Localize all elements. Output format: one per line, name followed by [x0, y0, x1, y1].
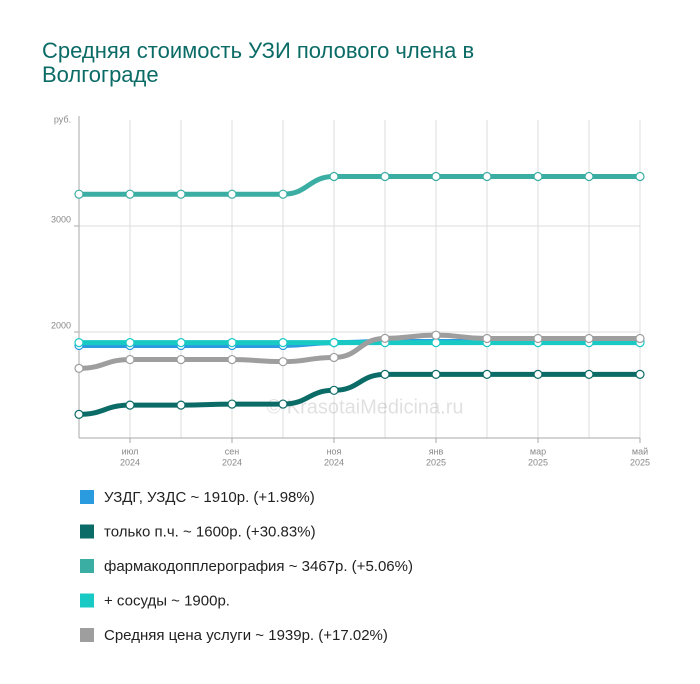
- x-tick-label: 2024: [324, 457, 344, 467]
- y-unit: руб.: [54, 114, 71, 124]
- point: [431, 369, 441, 379]
- legend-label: только п.ч. ~ 1600р. (+30.83%): [104, 523, 316, 540]
- series-line: [76, 173, 643, 197]
- point: [125, 400, 135, 410]
- point: [227, 338, 237, 348]
- legend-swatch: [80, 559, 94, 573]
- x-tick-label: мар: [530, 446, 546, 456]
- watermark: © KrasotaiMedicina.ru: [266, 396, 463, 418]
- point: [533, 171, 543, 182]
- point: [329, 385, 339, 395]
- point: [635, 171, 645, 182]
- point: [74, 363, 84, 373]
- chart-title: Волгограде: [42, 62, 159, 87]
- point: [227, 354, 237, 365]
- y-tick-label: 3000: [51, 214, 71, 224]
- legend-label: + сосуды ~ 1900р.: [104, 592, 230, 609]
- x-tick-label: 2025: [630, 457, 650, 467]
- legend-swatch: [80, 524, 94, 539]
- point: [176, 338, 186, 348]
- chart-title: Средняя стоимость УЗИ полового члена в: [42, 38, 474, 63]
- x-tick-label: ноя: [327, 446, 342, 456]
- point: [278, 399, 288, 409]
- point: [380, 333, 390, 343]
- point: [482, 171, 492, 182]
- point: [482, 369, 492, 379]
- legend-swatch: [80, 593, 94, 608]
- x-tick-label: 2025: [528, 457, 548, 467]
- legend-swatch: [80, 490, 94, 504]
- point: [533, 369, 543, 379]
- point: [635, 369, 645, 379]
- point: [329, 171, 339, 182]
- point: [125, 338, 135, 348]
- point: [278, 338, 288, 348]
- point: [227, 189, 237, 199]
- x-tick-label: 2025: [426, 457, 446, 467]
- point: [584, 333, 594, 344]
- point: [584, 171, 594, 182]
- x-tick-label: 2024: [222, 457, 242, 467]
- point: [431, 338, 441, 348]
- legend-label: фармакодопплерография ~ 3467р. (+5.06%): [104, 558, 413, 575]
- x-tick-label: сен: [225, 446, 240, 456]
- point: [125, 354, 135, 365]
- legend-label: УЗДГ, УЗДС ~ 1910р. (+1.98%): [104, 489, 315, 506]
- point: [584, 369, 594, 379]
- point: [380, 171, 390, 182]
- point: [380, 369, 390, 379]
- point: [176, 354, 186, 365]
- point: [278, 357, 288, 367]
- point: [482, 333, 492, 344]
- point: [176, 189, 186, 199]
- point: [74, 338, 84, 348]
- x-tick-label: июл: [122, 446, 139, 456]
- point: [227, 399, 237, 409]
- x-tick-label: янв: [429, 446, 444, 456]
- point: [329, 352, 339, 363]
- point: [431, 330, 441, 340]
- point: [176, 400, 186, 410]
- x-tick-label: май: [632, 446, 648, 456]
- point: [125, 189, 135, 199]
- legend-label: Средняя цена услуги ~ 1939р. (+17.02%): [104, 627, 388, 644]
- point: [74, 409, 84, 419]
- point: [74, 189, 84, 199]
- point: [329, 338, 339, 348]
- point: [278, 189, 288, 199]
- legend-swatch: [80, 628, 94, 642]
- point: [533, 333, 543, 344]
- y-tick-label: 2000: [51, 320, 71, 330]
- point: [635, 333, 645, 344]
- point: [431, 171, 441, 182]
- x-tick-label: 2024: [120, 457, 140, 467]
